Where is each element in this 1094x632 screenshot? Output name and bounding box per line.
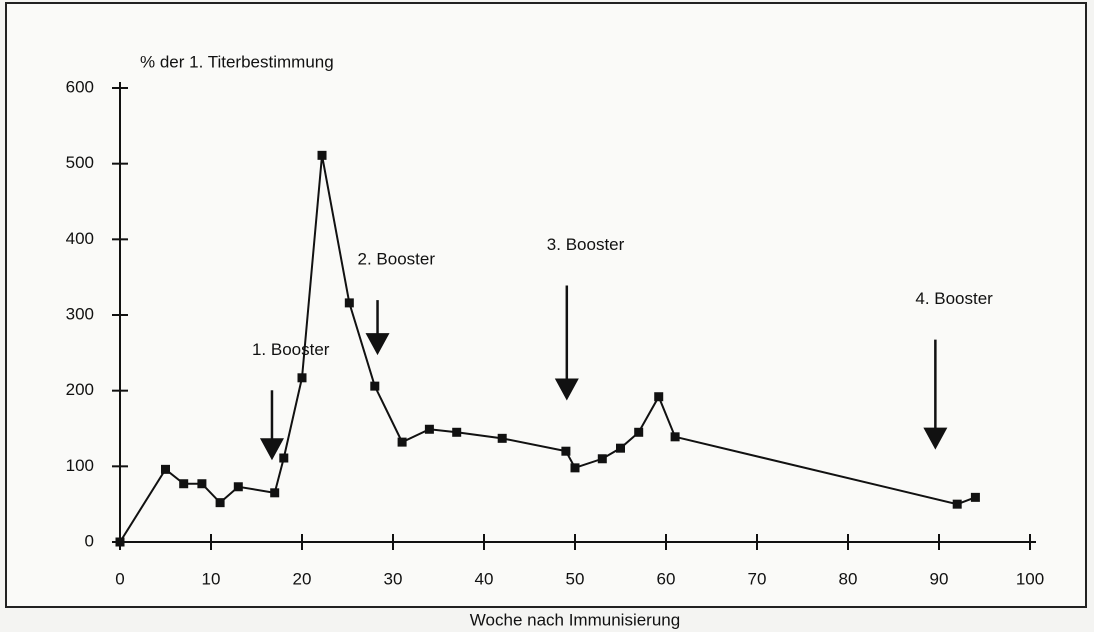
marker [161,464,170,474]
x-tick-label: 70 [748,569,767,588]
y-tick-label: 600 [66,77,94,96]
annotation-text: 1. Booster [252,340,330,359]
marker [424,424,434,434]
y-axis-label: % der 1. Titerbestimmung [140,52,334,71]
marker [670,432,680,442]
marker [970,492,980,502]
y-tick-label: 200 [66,380,94,399]
marker [370,381,380,391]
x-tick-label: 10 [202,569,221,588]
x-tick-label: 90 [930,569,949,588]
x-tick-label: 0 [115,569,124,588]
marker [179,479,189,489]
x-tick-label: 40 [475,569,494,588]
x-axis-label: Woche nach Immunisierung [470,610,680,629]
annotation-arrowhead [554,378,579,401]
marker [397,437,407,447]
annotation-text: 2. Booster [358,250,436,269]
marker [115,537,125,547]
frame [5,2,1087,608]
marker [654,392,664,402]
marker [561,446,571,456]
x-tick-label: 100 [1016,569,1044,588]
annotation-text: 4. Booster [915,289,993,308]
y-tick-label: 0 [85,531,94,550]
marker [616,443,625,453]
x-tick-label: 30 [384,569,403,588]
y-tick-label: 500 [66,153,94,172]
marker [297,373,307,383]
marker [233,482,243,492]
y-tick-label: 300 [66,304,94,323]
marker [215,498,225,508]
y-tick-label: 400 [66,229,94,248]
x-tick-label: 50 [566,569,585,588]
x-tick-label: 60 [657,569,676,588]
x-tick-label: 80 [839,569,858,588]
marker [317,150,327,160]
marker [497,433,507,443]
marker [570,463,580,473]
annotation-arrowhead [259,438,284,461]
annotation-text: 3. Booster [547,235,625,254]
marker [634,427,644,437]
marker [452,427,462,437]
annotation-arrowhead [923,427,948,450]
marker [279,453,289,463]
marker [952,499,962,509]
x-tick-label: 20 [293,569,312,588]
marker [344,298,354,308]
marker [270,488,280,498]
annotation-arrowhead [365,333,390,356]
y-tick-label: 100 [66,456,94,475]
marker [597,454,607,464]
marker [197,479,207,489]
